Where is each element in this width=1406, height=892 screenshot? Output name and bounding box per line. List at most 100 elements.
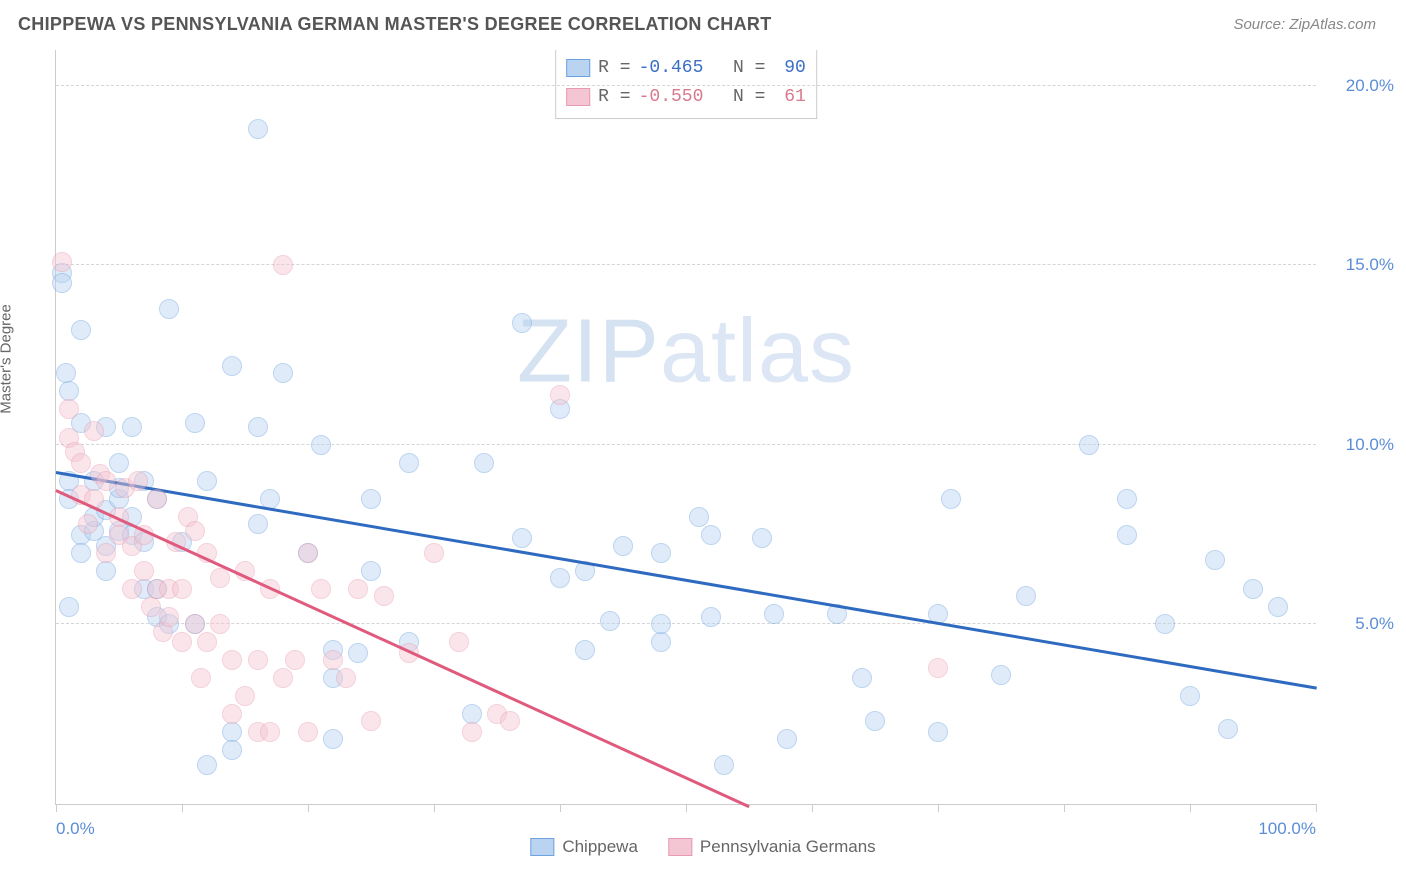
scatter-point <box>210 568 230 588</box>
scatter-point <box>764 604 784 624</box>
scatter-point <box>96 543 116 563</box>
scatter-point <box>56 363 76 383</box>
scatter-point <box>399 453 419 473</box>
scatter-point <box>361 711 381 731</box>
scatter-point <box>424 543 444 563</box>
scatter-point <box>96 471 116 491</box>
scatter-point <box>1218 719 1238 739</box>
chart-wrap: Master's Degree ZIPatlas R =-0.465 N = 9… <box>0 45 1406 875</box>
scatter-point <box>185 413 205 433</box>
scatter-point <box>172 632 192 652</box>
x-tick <box>1064 804 1065 812</box>
scatter-point <box>84 421 104 441</box>
watermark-atlas: atlas <box>660 301 855 401</box>
legend-swatch <box>566 88 590 106</box>
scatter-point <box>248 514 268 534</box>
y-tick-label: 5.0% <box>1324 614 1394 634</box>
scatter-point <box>701 525 721 545</box>
scatter-point <box>248 119 268 139</box>
stat-n-value: 61 <box>773 83 805 112</box>
scatter-point <box>159 607 179 627</box>
scatter-point <box>651 543 671 563</box>
scatter-point <box>122 417 142 437</box>
scatter-point <box>52 252 72 272</box>
x-tick-label: 0.0% <box>56 819 95 839</box>
legend-label: Pennsylvania Germans <box>700 837 876 857</box>
scatter-point <box>361 561 381 581</box>
scatter-point <box>575 640 595 660</box>
scatter-point <box>1243 579 1263 599</box>
scatter-point <box>474 453 494 473</box>
scatter-point <box>134 561 154 581</box>
stat-n-value: 90 <box>773 54 805 83</box>
legend-item: Pennsylvania Germans <box>668 837 876 857</box>
scatter-point <box>701 607 721 627</box>
scatter-point <box>941 489 961 509</box>
x-tick <box>1190 804 1191 812</box>
scatter-point <box>651 614 671 634</box>
plot-area: ZIPatlas R =-0.465 N = 90R = -0.550 N = 6… <box>55 50 1316 805</box>
x-tick <box>434 804 435 812</box>
scatter-point <box>512 313 532 333</box>
scatter-point <box>197 632 217 652</box>
scatter-point <box>1180 686 1200 706</box>
scatter-point <box>71 453 91 473</box>
stat-n-label: N = <box>711 54 765 83</box>
scatter-point <box>248 650 268 670</box>
stat-r-label: R = <box>598 83 630 112</box>
scatter-point <box>122 579 142 599</box>
legend-label: Chippewa <box>562 837 638 857</box>
scatter-point <box>222 740 242 760</box>
scatter-point <box>109 453 129 473</box>
legend-swatch <box>668 838 692 856</box>
scatter-point <box>449 632 469 652</box>
scatter-point <box>714 755 734 775</box>
scatter-point <box>96 561 116 581</box>
x-tick <box>308 804 309 812</box>
scatter-point <box>1205 550 1225 570</box>
scatter-point <box>59 597 79 617</box>
scatter-point <box>159 299 179 319</box>
stat-r-value: -0.550 <box>639 83 704 112</box>
y-tick-label: 10.0% <box>1324 435 1394 455</box>
x-tick <box>56 804 57 812</box>
scatter-point <box>222 704 242 724</box>
x-tick <box>1316 804 1317 812</box>
stats-row: R = -0.550 N = 61 <box>566 83 806 112</box>
scatter-point <box>348 579 368 599</box>
scatter-point <box>550 568 570 588</box>
stat-n-label: N = <box>711 83 765 112</box>
scatter-point <box>374 586 394 606</box>
gridline-h <box>56 444 1316 445</box>
watermark-zip: ZIP <box>517 301 660 401</box>
gridline-h <box>56 623 1316 624</box>
x-tick <box>812 804 813 812</box>
scatter-point <box>752 528 772 548</box>
scatter-point <box>1117 525 1137 545</box>
scatter-point <box>78 514 98 534</box>
scatter-point <box>865 711 885 731</box>
scatter-point <box>613 536 633 556</box>
scatter-point <box>991 665 1011 685</box>
scatter-point <box>512 528 532 548</box>
scatter-point <box>59 399 79 419</box>
scatter-point <box>298 543 318 563</box>
x-tick <box>182 804 183 812</box>
x-tick-label: 100.0% <box>1258 819 1316 839</box>
scatter-point <box>462 722 482 742</box>
chart-title: CHIPPEWA VS PENNSYLVANIA GERMAN MASTER'S… <box>18 14 772 35</box>
scatter-point <box>191 668 211 688</box>
scatter-point <box>323 729 343 749</box>
scatter-point <box>197 755 217 775</box>
stats-row: R =-0.465 N = 90 <box>566 54 806 83</box>
legend-swatch <box>530 838 554 856</box>
x-tick <box>686 804 687 812</box>
legend-item: Chippewa <box>530 837 638 857</box>
scatter-point <box>1268 597 1288 617</box>
scatter-point <box>600 611 620 631</box>
scatter-point <box>285 650 305 670</box>
scatter-point <box>1155 614 1175 634</box>
scatter-point <box>147 489 167 509</box>
scatter-point <box>185 521 205 541</box>
scatter-point <box>172 579 192 599</box>
